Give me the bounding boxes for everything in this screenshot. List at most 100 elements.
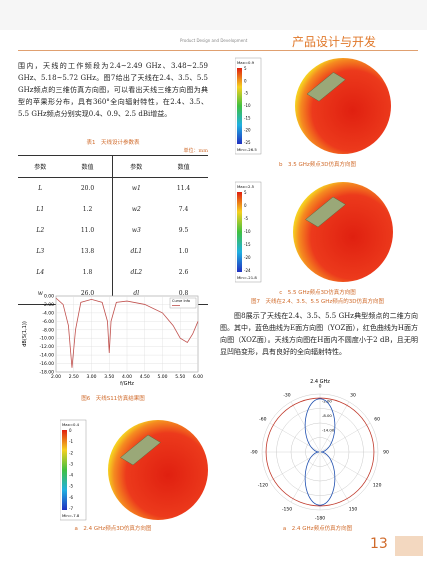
header-en: Product Design and Development (180, 38, 248, 43)
fig7c-caption: c 5.5 GHz频点3D仿真方向图 (279, 290, 356, 296)
y-tick-label: 0.00 (44, 294, 54, 300)
y-tick-label: -4.00 (42, 310, 54, 316)
fig7b-caption: b 3.5 GHz频点3D仿真方向图 (278, 162, 356, 168)
radiation-lobe (108, 420, 208, 520)
colorbar-tick: -4 (69, 473, 73, 478)
x-tick-label: 4.00 (122, 374, 132, 380)
header-cn: 产品设计与开发 (292, 35, 377, 49)
table-cell: w1 (131, 185, 141, 192)
fig7a-caption: a 2.4 GHz频点3D仿真方向图 (74, 526, 152, 532)
radial-label: -14.00 (322, 428, 335, 433)
y-tick-label: -16.00 (39, 361, 54, 367)
table-cell: 13.8 (62, 241, 114, 262)
pattern-3d: Max=2.5 Min=-21.8 5 0 -5 -10 -15 -20 -24 (235, 181, 393, 283)
table-cell: dL2 (130, 269, 143, 276)
table-row: L 20.0 w1 11.4 (18, 177, 208, 199)
antenna-board (306, 72, 346, 102)
page-number-box (395, 536, 423, 556)
angle-label: -60 (259, 417, 266, 423)
angle-label: 60 (374, 417, 380, 423)
fig8-caption: a 2.4 GHz频点仿真方向图 (282, 526, 353, 532)
y-tick-label: -14.00 (39, 353, 54, 359)
x-tick-label: 3.00 (86, 374, 96, 380)
table-header: 参数 (112, 155, 160, 178)
angle-label: -90 (250, 450, 257, 456)
left-text: 围内，天线的工作频段为2.4~2.49 GHz、3.48~2.59 GHz、5.… (18, 62, 208, 118)
colorbar-tick: 0 (244, 203, 247, 208)
table-row: L4 1.8 dL2 2.6 (18, 262, 208, 283)
colorbar-min: Min=-7.8 (62, 513, 80, 518)
angle-label: -150 (282, 507, 292, 513)
fig7-caption: 图7 天线在2.4、3.5、5.5 GHz频点的3D仿真方向图 (250, 299, 384, 305)
h-plane-curve (265, 397, 375, 507)
antenna-board (305, 196, 346, 228)
colorbar-tick: -15 (244, 115, 251, 120)
radial-label: -2.00 (322, 399, 332, 404)
colorbar-tick: -7 (69, 506, 73, 511)
radial-label: -8.00 (322, 413, 332, 418)
table-header: 数值 (62, 155, 114, 178)
y-tick-label: -18.00 (39, 370, 54, 376)
x-tick-label: 3.50 (104, 374, 114, 380)
y-tick-label: -2.00 (42, 302, 54, 308)
table: 参数 数值 参数 数值 L 20.0 w1 11.4 L1 1.2 w2 7.4 L2 11.0 w3 9.5… (18, 155, 208, 305)
table-unit: 单位：mm (183, 148, 208, 154)
table-cell: L1 (36, 206, 45, 213)
page-number: 13 (370, 536, 388, 552)
colorbar-tick: -10 (244, 103, 251, 108)
colorbar (62, 430, 67, 510)
table-row: L1 1.2 w2 7.4 (18, 199, 208, 220)
x-tick-label: 4.50 (140, 374, 150, 380)
header-rule (18, 50, 418, 51)
table-cell: L (38, 185, 43, 192)
colorbar-tick: -10 (244, 229, 251, 234)
y-axis-label: dB(S(1,1)) (22, 321, 28, 347)
polar-title: 2.4 GHz (310, 379, 330, 385)
colorbar-tick: -3 (69, 461, 73, 466)
table-header: 数值 (159, 155, 208, 178)
table-cell: w (18, 283, 63, 305)
colorbar-tick: 0 (69, 428, 72, 433)
radiation-lobe (293, 182, 393, 282)
x-tick-label: 5.50 (175, 374, 185, 380)
polar-spoke (319, 451, 371, 482)
colorbar-max: Max=0.9 (237, 60, 255, 65)
colorbar-tick: -6 (69, 495, 73, 500)
table-cell: 11.4 (176, 185, 191, 192)
colorbar-min: Min=-26.5 (237, 147, 257, 152)
legend-box (169, 297, 197, 309)
colorbar-tick: -5 (69, 484, 73, 489)
angle-label: 120 (373, 483, 382, 489)
colorbar-tick: -20 (244, 255, 251, 260)
x-tick-label: 2.50 (69, 374, 79, 380)
polar-spoke (269, 422, 321, 453)
s11-curve (55, 297, 199, 368)
table-cell: L4 (36, 269, 45, 276)
colorbar-min: Min=-21.8 (237, 275, 257, 280)
table-cell: 1.0 (178, 248, 189, 255)
pattern-3d: Max=0.9 Min=-26.5 5 0 -5 -10 -15 -20 -25 (235, 57, 391, 155)
table-wrap: 参数 数值 参数 数值 L 20.0 w1 11.4 L1 1.2 w2 7.4 L2 11.0 w3 9.5… (18, 155, 208, 305)
colorbar (237, 192, 242, 272)
x-tick-label: 6.00 (193, 374, 203, 380)
table-cell: 2.6 (178, 269, 189, 276)
table-cell: dL1 (130, 248, 143, 255)
table-cell: 7.4 (178, 206, 189, 213)
colorbar-max: Max=0.4 (62, 422, 80, 427)
s11-chart: 0.00 -2.00 -4.00 -6.00 -8.00 -10.00 -12.00 -14.… (22, 294, 203, 388)
angle-label: 30 (350, 392, 356, 398)
table-cell: 1.2 (62, 199, 114, 220)
angle-label: 150 (349, 507, 358, 513)
radiation-lobe (295, 58, 391, 154)
colorbar (237, 68, 242, 144)
antenna-board (120, 434, 161, 466)
table-cell: w2 (131, 206, 141, 213)
angle-label: -180 (315, 516, 325, 522)
table-cell: 9.5 (178, 227, 189, 234)
fig6-caption: 图6 天线S11仿真结果图 (81, 396, 145, 402)
colorbar-tick: 5 (244, 190, 247, 195)
y-tick-label: -12.00 (39, 344, 54, 350)
colorbar-tick: -24 (244, 268, 251, 273)
table-header: 参数 (18, 155, 63, 178)
table-cell: L2 (36, 227, 45, 234)
